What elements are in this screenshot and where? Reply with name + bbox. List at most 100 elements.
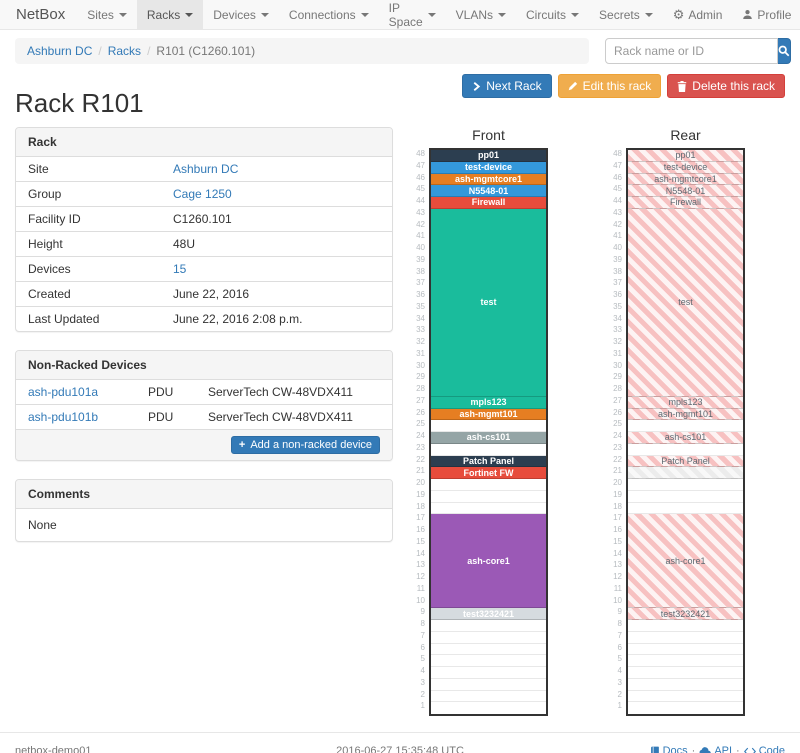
unit-number: 1 [420, 701, 425, 711]
nav-item-ip-space[interactable]: IP Space [379, 0, 446, 29]
unit-number: 22 [613, 454, 622, 464]
page-title: Rack R101 [15, 88, 144, 118]
admin-link[interactable]: ⚙ Admin [663, 0, 733, 29]
next-rack-button[interactable]: Next Rack [462, 74, 552, 98]
attr-label: Group [16, 181, 161, 207]
rack-device[interactable]: Firewall [628, 197, 743, 209]
user-icon [742, 9, 753, 20]
rack-device[interactable]: ash-mgmtcore1 [628, 173, 743, 186]
docs-label: Docs [662, 745, 688, 753]
device-link[interactable]: ash-pdu101a [28, 385, 99, 399]
rack-device[interactable]: Firewall [431, 197, 546, 209]
nav-item-racks[interactable]: Racks [136, 0, 204, 29]
unit-number: 43 [613, 207, 622, 217]
code-label: Code [758, 745, 786, 753]
nav-item-secrets[interactable]: Secrets [589, 0, 663, 29]
add-nonracked-button[interactable]: + Add a non-racked device [230, 436, 380, 454]
comments-panel-header: Comments [16, 480, 392, 509]
footer-links: Docs · API · Code [528, 745, 785, 753]
rack-unit-empty [431, 444, 546, 456]
footer-link-separator: · [736, 745, 740, 753]
rack-device[interactable]: pp01 [628, 150, 743, 162]
nav-item-sites[interactable]: Sites [77, 0, 137, 29]
rack-device-label: Firewall [669, 197, 701, 208]
attr-value-link[interactable]: Cage 1250 [173, 187, 232, 201]
nav-item-vlans[interactable]: VLANs [446, 0, 516, 29]
device-link[interactable]: ash-pdu101b [28, 410, 99, 424]
rack-device[interactable]: mpls123 [628, 396, 743, 409]
table-row: Group Cage 1250 [16, 181, 392, 207]
rack-device[interactable] [628, 467, 743, 479]
rack-device[interactable]: ash-mgmt101 [628, 408, 743, 421]
unit-number: 35 [416, 301, 425, 311]
navbar-right: ⚙AdminProfileLog out [663, 0, 800, 29]
edit-rack-label: Edit this rack [582, 79, 652, 93]
rack-device[interactable]: ash-core1 [628, 514, 743, 609]
breadcrumb-link[interactable]: Ashburn DC [27, 44, 93, 58]
unit-number: 19 [416, 489, 425, 499]
unit-number: 9 [420, 607, 425, 617]
rack-device-label: Patch Panel [661, 455, 710, 466]
unit-number: 6 [617, 642, 622, 652]
rack-device-label: ash-mgmtcore1 [454, 173, 523, 184]
rack-device[interactable]: test [431, 208, 546, 397]
unit-number: 33 [613, 325, 622, 335]
brand-link[interactable]: NetBox [16, 6, 66, 23]
unit-number: 18 [416, 501, 425, 511]
nav-item-devices[interactable]: Devices [203, 0, 279, 29]
unit-number: 21 [416, 466, 425, 476]
attr-value-link[interactable]: Ashburn DC [173, 162, 239, 176]
rack-device[interactable]: mpls123 [431, 396, 546, 409]
unit-number: 12 [416, 572, 425, 581]
nav-item-connections[interactable]: Connections [279, 0, 379, 29]
caret-down-icon [118, 12, 127, 17]
search-button[interactable] [778, 38, 791, 64]
attr-value-link[interactable]: 15 [173, 262, 187, 276]
rack-device[interactable]: test3232421 [431, 608, 546, 620]
rack-device[interactable]: ash-mgmt101 [431, 408, 546, 421]
unit-number: 41 [416, 231, 425, 241]
rack-device[interactable]: ash-core1 [431, 514, 546, 609]
rack-device[interactable]: test-device [431, 161, 546, 174]
rack-device[interactable]: Fortinet FW [431, 467, 546, 479]
rack-device[interactable]: Patch Panel [431, 455, 546, 468]
rack-device[interactable]: ash-mgmtcore1 [431, 173, 546, 186]
nav-item-circuits[interactable]: Circuits [516, 0, 589, 29]
rack-info-table: Site Ashburn DC Group Cage 1250 Facility ID C… [16, 157, 392, 331]
docs-link[interactable]: Docs [650, 745, 688, 753]
delete-rack-button[interactable]: Delete this rack [667, 74, 785, 98]
rack-device[interactable]: ash-cs101 [628, 432, 743, 444]
unit-number: 39 [416, 254, 425, 264]
edit-rack-button[interactable]: Edit this rack [557, 74, 662, 98]
unit-number: 15 [416, 536, 425, 546]
table-row: ash-pdu101a PDU ServerTech CW-48VDX411 [16, 380, 392, 405]
rack-device[interactable]: Patch Panel [628, 455, 743, 468]
profile-link[interactable]: Profile [732, 0, 800, 29]
nav-item-label: Connections [288, 7, 356, 22]
nonracked-panel-footer: + Add a non-racked device [16, 429, 392, 460]
device-model-cell: ServerTech CW-48VDX411 [208, 385, 353, 399]
attr-value: Cage 1250 [161, 181, 392, 207]
unit-number: 2 [420, 689, 425, 699]
search-input[interactable] [605, 38, 778, 64]
rack-device-label: ash-core1 [467, 555, 510, 566]
unit-number: 37 [416, 278, 425, 288]
rack-device[interactable]: test3232421 [628, 608, 743, 620]
rack-device-label: pp01 [477, 150, 499, 161]
breadcrumb-link[interactable]: Racks [107, 44, 142, 58]
navbar-items: Sites Racks Devices Connections IP Space VLAN… [77, 0, 663, 29]
code-link[interactable]: Code [743, 745, 786, 753]
unit-number: 42 [613, 219, 622, 229]
attr-label: Created [16, 281, 161, 307]
device-role-cell: PDU [148, 385, 174, 399]
rack-device[interactable]: pp01 [431, 150, 546, 162]
rack-device[interactable]: ash-cs101 [431, 432, 546, 444]
rack-device-label: test [678, 297, 693, 308]
rack-device[interactable]: test-device [628, 161, 743, 174]
rack-device[interactable]: N5548-01 [628, 185, 743, 197]
api-link[interactable]: API [699, 745, 732, 753]
rack-unit-empty [431, 632, 546, 644]
rack-device-label: ash-mgmt101 [459, 408, 518, 419]
rack-device[interactable]: N5548-01 [431, 185, 546, 197]
rack-device[interactable]: test [628, 208, 743, 397]
